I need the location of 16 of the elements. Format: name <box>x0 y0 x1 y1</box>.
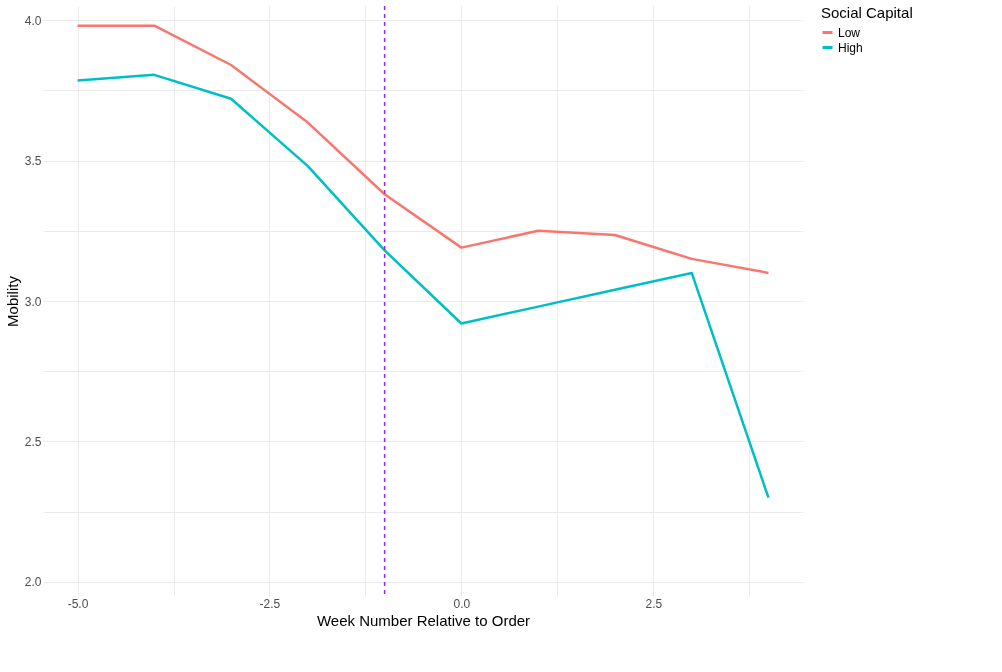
y-tick-label: 2.0 <box>24 575 42 590</box>
legend-title: Social Capital <box>821 4 913 21</box>
legend-label: High <box>838 40 863 55</box>
x-tick-label: -2.5 <box>259 596 281 611</box>
y-tick-label: 3.0 <box>24 294 42 309</box>
y-tick-label: 4.0 <box>24 13 42 28</box>
x-tick-label: -5.0 <box>67 596 89 611</box>
y-axis-title: Mobility <box>3 275 21 327</box>
x-axis-title: Week Number Relative to Order <box>316 611 531 629</box>
y-tick-label: 3.5 <box>24 154 42 169</box>
line-series <box>76 24 770 275</box>
x-tick-label: 2.5 <box>645 596 663 611</box>
x-tick-label: 0.0 <box>453 596 471 611</box>
y-tick-label: 2.5 <box>24 434 42 449</box>
legend-label: Low <box>838 25 861 40</box>
line-series <box>76 73 770 499</box>
